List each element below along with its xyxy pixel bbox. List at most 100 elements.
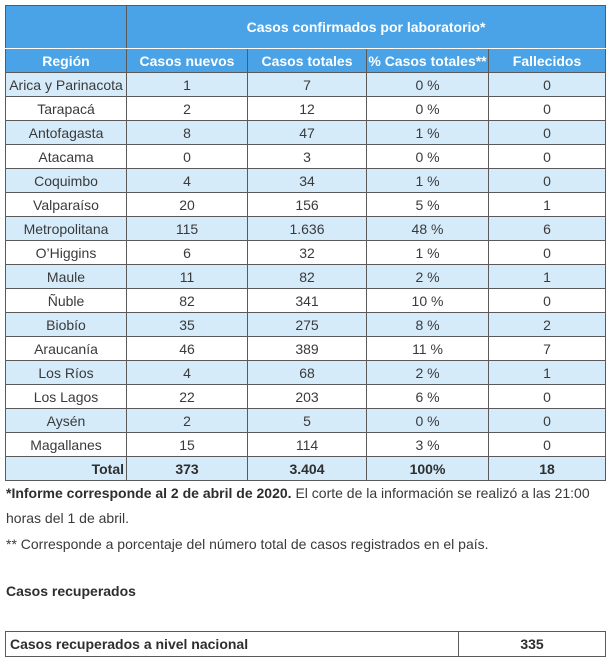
table-row: Araucanía 46 389 11 % 7 [5,336,607,361]
table-row: Biobío 35 275 8 % 2 [5,312,607,337]
region-cell: Atacama [5,144,127,169]
report-note-rest: El corte de la información se realizó a … [6,485,590,526]
new-cases-cell: 11 [126,264,248,289]
total-label: Total [5,456,127,481]
table-row: Antofagasta 8 47 1 % 0 [5,120,607,145]
recovered-row: Casos recuperados a nivel nacional 335 [5,631,606,657]
total-cases-column-header: Casos totales [247,48,367,73]
total-cases-cell: 34 [247,168,367,193]
total-cases-cell: 341 [247,288,367,313]
pct-cases-cell: 48 % [366,216,489,241]
new-cases-cell: 35 [126,312,248,337]
report-note-bold: *Informe corresponde al 2 de abril de 20… [6,485,292,501]
new-cases-cell: 4 [126,168,248,193]
region-cell: Aysén [5,408,127,433]
table-row: Coquimbo 4 34 1 % 0 [5,168,607,193]
region-cell: Ñuble [5,288,127,313]
region-cell: Magallanes [5,432,127,457]
total-cases-cell: 389 [247,336,367,361]
new-cases-cell: 2 [126,408,248,433]
total-cases-cell: 68 [247,360,367,385]
total-cases-cell: 5 [247,408,367,433]
total-cases-cell: 32 [247,240,367,265]
region-cell: Valparaíso [5,192,127,217]
region-column-header: Región [5,48,127,73]
deaths-cell: 0 [487,432,607,457]
deaths-cell: 1 [487,360,607,385]
table-row: Arica y Parinacota 1 7 0 % 0 [5,72,607,97]
pct-cases-cell: 0 % [366,96,489,121]
total-cases-cell: 203 [247,384,367,409]
table-row: O’Higgins 6 32 1 % 0 [5,240,607,265]
table-row: Maule 11 82 2 % 1 [5,264,607,289]
new-cases-cell: 115 [126,216,248,241]
region-cell: Antofagasta [5,120,127,145]
pct-cases-cell: 5 % [366,192,489,217]
region-cell: Biobío [5,312,127,337]
table-row: Tarapacá 2 12 0 % 0 [5,96,607,121]
deaths-cell: 0 [487,120,607,145]
percentage-note: ** Corresponde a porcentaje del número t… [6,536,489,552]
table-row: Ñuble 82 341 10 % 0 [5,288,607,313]
recovered-heading: Casos recuperados [6,583,136,599]
new-cases-cell: 46 [126,336,248,361]
deaths-cell: 0 [487,288,607,313]
new-cases-cell: 2 [126,96,248,121]
new-cases-column-header: Casos nuevos [126,48,248,73]
report-note: *Informe corresponde al 2 de abril de 20… [6,481,606,531]
pct-cases-cell: 1 % [366,240,489,265]
recovered-value: 335 [458,631,606,657]
table-row: Los Ríos 4 68 2 % 1 [5,360,607,385]
pct-cases-cell: 2 % [366,360,489,385]
deaths-cell: 1 [487,264,607,289]
new-cases-cell: 8 [126,120,248,145]
pct-cases-cell: 0 % [366,72,489,97]
recovered-table: Casos recuperados a nivel nacional 335 [5,631,606,657]
total-cases-cell: 156 [247,192,367,217]
confirmed-cases-section: Casos confirmados por laboratorio* Regió… [5,5,607,481]
region-cell: Maule [5,264,127,289]
pct-cases-cell: 1 % [366,168,489,193]
pct-cases-column-header: % Casos totales** [366,48,489,73]
table-row: Los Lagos 22 203 6 % 0 [5,384,607,409]
pct-cases-cell: 0 % [366,144,489,169]
region-cell: Tarapacá [5,96,127,121]
pct-cases-cell: 8 % [366,312,489,337]
total-row: Total 373 3.404 100% 18 [5,456,607,481]
deaths-cell: 0 [487,384,607,409]
total-new-cases: 373 [126,456,248,481]
pct-cases-cell: 10 % [366,288,489,313]
deaths-cell: 1 [487,192,607,217]
total-cases-cell: 47 [247,120,367,145]
total-cases-cell: 3 [247,144,367,169]
table-row: Atacama 0 3 0 % 0 [5,144,607,169]
deaths-cell: 7 [487,336,607,361]
pct-cases-cell: 11 % [366,336,489,361]
new-cases-cell: 0 [126,144,248,169]
pct-cases-cell: 3 % [366,432,489,457]
confirmed-cases-table: Casos confirmados por laboratorio* Regió… [5,5,607,481]
total-cases-cell: 12 [247,96,367,121]
pct-cases-cell: 1 % [366,120,489,145]
pct-cases-cell: 2 % [366,264,489,289]
total-pct: 100% [366,456,489,481]
table-row: Metropolitana 115 1.636 48 % 6 [5,216,607,241]
deaths-cell: 2 [487,312,607,337]
deaths-column-header: Fallecidos [487,48,607,73]
deaths-cell: 0 [487,240,607,265]
new-cases-cell: 82 [126,288,248,313]
region-cell: Arica y Parinacota [5,72,127,97]
region-cell: O’Higgins [5,240,127,265]
total-cases-cell: 7 [247,72,367,97]
pct-cases-cell: 6 % [366,384,489,409]
table-row: Valparaíso 20 156 5 % 1 [5,192,607,217]
pct-cases-cell: 0 % [366,408,489,433]
total-deaths: 18 [487,456,607,481]
table-row: Magallanes 15 114 3 % 0 [5,432,607,457]
deaths-cell: 0 [487,168,607,193]
deaths-cell: 0 [487,408,607,433]
table-row: Aysén 2 5 0 % 0 [5,408,607,433]
total-cases-cell: 1.636 [247,216,367,241]
region-cell: Los Lagos [5,384,127,409]
deaths-cell: 0 [487,72,607,97]
